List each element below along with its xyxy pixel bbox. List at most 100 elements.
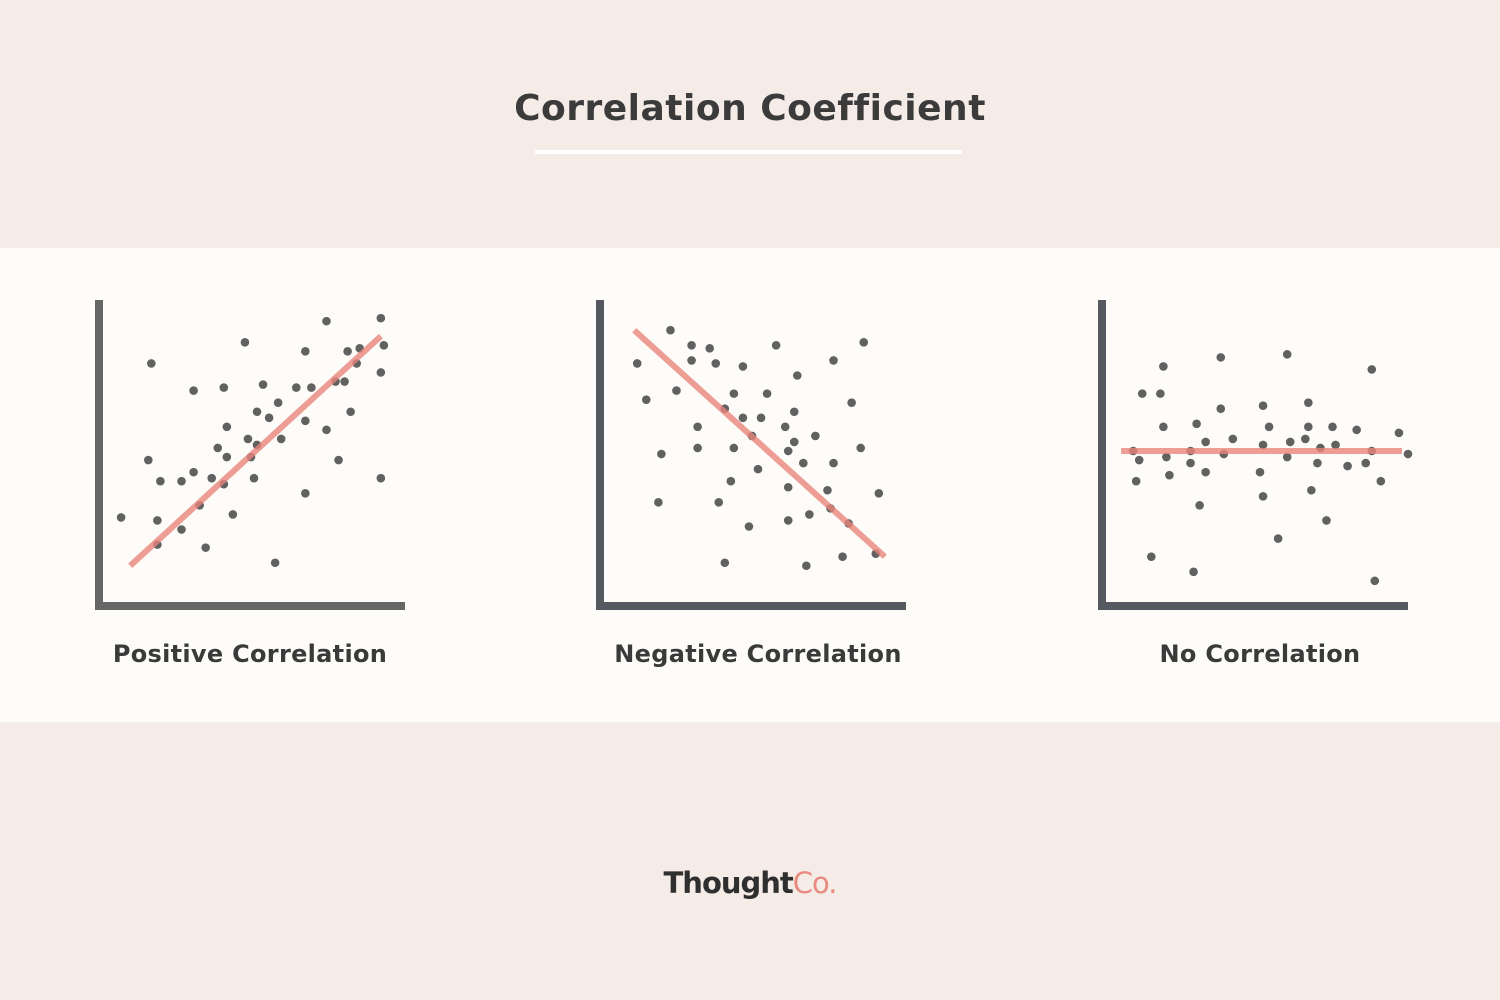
- data-point: [376, 313, 386, 323]
- data-point: [693, 443, 702, 453]
- data-point: [789, 437, 799, 447]
- data-point: [1255, 467, 1265, 477]
- data-point: [340, 377, 349, 386]
- data-point: [1228, 434, 1238, 444]
- data-point: [1403, 449, 1413, 459]
- data-point: [1195, 501, 1204, 510]
- data-point: [222, 452, 232, 462]
- data-point: [762, 389, 772, 398]
- data-point: [1186, 458, 1195, 468]
- data-point: [811, 431, 820, 441]
- y-axis: [596, 300, 604, 610]
- data-point: [1273, 534, 1283, 543]
- data-point: [783, 482, 793, 492]
- data-point: [1159, 422, 1168, 432]
- data-point: [1322, 516, 1331, 525]
- data-point: [1313, 458, 1322, 468]
- x-axis: [1098, 602, 1408, 610]
- data-point: [156, 476, 165, 486]
- data-point: [1282, 350, 1292, 359]
- data-point: [291, 383, 301, 392]
- data-point: [856, 443, 865, 453]
- x-axis: [95, 602, 405, 610]
- data-point: [1201, 437, 1210, 447]
- data-point: [189, 386, 198, 395]
- data-point: [687, 341, 696, 350]
- data-point: [1328, 422, 1337, 432]
- data-point: [301, 416, 310, 426]
- data-point: [783, 516, 793, 525]
- data-point: [228, 510, 238, 519]
- data-point: [705, 344, 714, 353]
- title-underline: [535, 150, 962, 154]
- data-point: [1147, 552, 1156, 561]
- data-point: [307, 383, 316, 392]
- data-point: [276, 434, 286, 444]
- data-point: [1258, 492, 1268, 501]
- data-point: [1285, 437, 1295, 447]
- data-point: [632, 359, 642, 368]
- data-point: [1370, 576, 1380, 586]
- data-point: [1264, 422, 1274, 432]
- positive-correlation-chart: [95, 300, 405, 610]
- data-point: [1394, 428, 1404, 438]
- data-point: [334, 455, 343, 465]
- data-point: [147, 359, 156, 368]
- data-point: [847, 398, 856, 407]
- thoughtco-logo: ThoughtCo.: [0, 866, 1500, 900]
- data-point: [1162, 452, 1171, 462]
- x-axis: [596, 602, 906, 610]
- data-point: [1159, 362, 1168, 371]
- data-point: [189, 467, 198, 477]
- data-point: [243, 434, 253, 444]
- data-point: [1352, 425, 1361, 435]
- data-point: [657, 449, 666, 459]
- data-point: [687, 356, 696, 365]
- data-point: [252, 407, 262, 417]
- data-point: [1304, 398, 1313, 407]
- data-point: [1216, 404, 1226, 414]
- data-point: [322, 425, 331, 435]
- y-axis: [95, 300, 103, 610]
- data-point: [641, 395, 651, 404]
- no-correlation-label: No Correlation: [1159, 640, 1361, 668]
- data-point: [1301, 434, 1310, 444]
- data-point: [1165, 470, 1174, 480]
- data-point: [1201, 467, 1210, 477]
- data-point: [1304, 422, 1313, 432]
- data-point: [874, 488, 884, 498]
- data-point: [219, 383, 229, 392]
- data-point: [802, 561, 811, 571]
- data-point: [1361, 458, 1371, 468]
- negative-correlation-label: Negative Correlation: [614, 640, 902, 668]
- data-point: [376, 368, 386, 377]
- negative-correlation-chart: [596, 300, 906, 610]
- charts-panel: [0, 248, 1500, 722]
- data-point: [789, 407, 799, 417]
- data-point: [1282, 452, 1292, 462]
- data-point: [720, 558, 730, 568]
- logo-part-co: Co.: [792, 866, 838, 900]
- data-point: [1258, 440, 1268, 450]
- no-correlation-chart: [1098, 300, 1413, 610]
- trend-line: [632, 327, 887, 559]
- data-point: [859, 337, 869, 347]
- data-point: [273, 398, 283, 407]
- data-point: [379, 341, 389, 350]
- data-point: [753, 464, 763, 474]
- data-point: [1331, 440, 1340, 450]
- data-point: [756, 413, 766, 423]
- data-point: [771, 341, 781, 350]
- data-point: [201, 543, 210, 552]
- data-point: [1258, 401, 1268, 410]
- data-point: [838, 552, 847, 561]
- data-point: [264, 413, 274, 423]
- data-point: [1189, 567, 1198, 577]
- data-point: [153, 516, 162, 525]
- trend-line: [128, 334, 383, 568]
- data-point: [783, 446, 793, 456]
- data-point: [792, 371, 802, 380]
- data-point: [672, 386, 681, 395]
- page-title: Correlation Coefficient: [514, 88, 986, 129]
- data-point: [258, 380, 268, 389]
